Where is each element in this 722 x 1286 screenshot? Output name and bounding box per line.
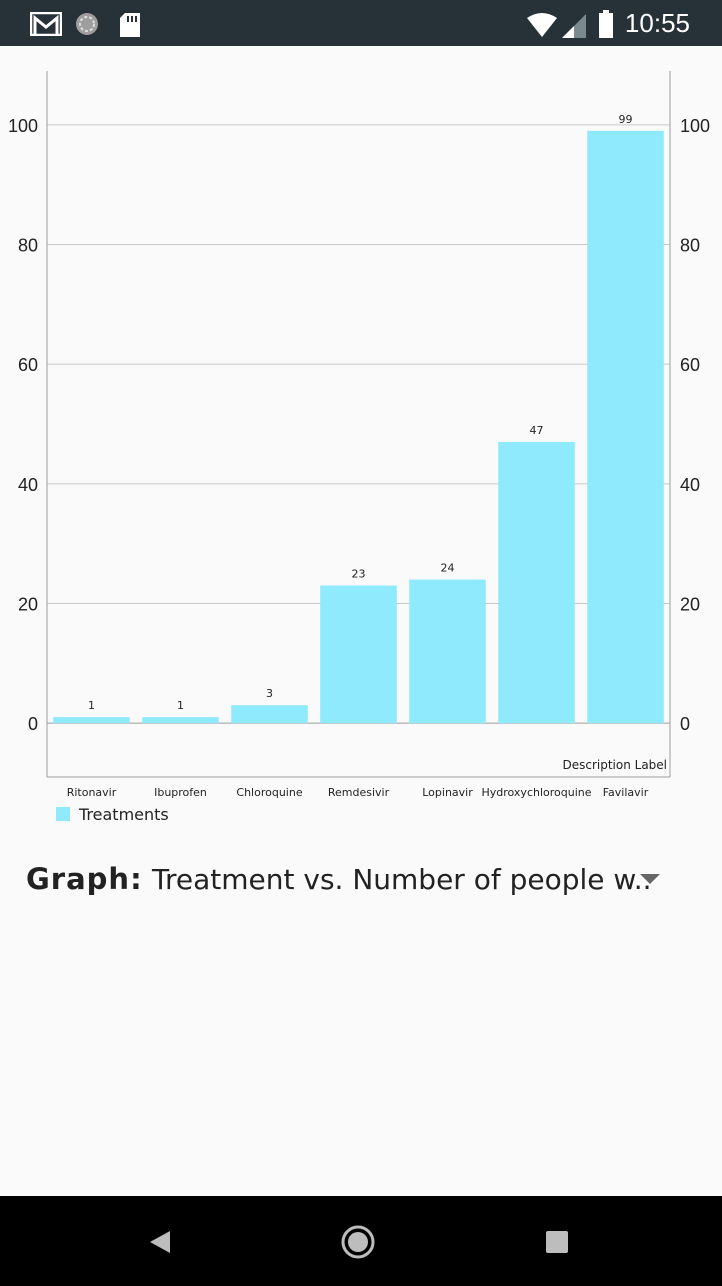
y-tick-label-left: 20 xyxy=(18,594,38,614)
y-tick-label-left: 40 xyxy=(18,475,38,495)
status-time: 10:55 xyxy=(624,8,690,38)
status-bar: 10:55 xyxy=(0,0,722,46)
bar xyxy=(587,130,664,724)
bar-value-label: 1 xyxy=(88,699,95,712)
x-tick-label: Ritonavir xyxy=(67,786,117,799)
bar-value-label: 1 xyxy=(177,699,184,712)
graph-dropdown[interactable]: Treatment vs. Number of people w.. xyxy=(150,856,670,904)
x-tick-label: Favilavir xyxy=(603,786,649,799)
bar xyxy=(498,441,575,724)
sync-icon xyxy=(76,13,98,35)
chart-svg: 0 0 20 20 40 40 60 60 80 80 100 100 1 Ritonavir 1 Ibupr… xyxy=(8,71,710,824)
x-tick-label: Hydroxychloroquine xyxy=(481,786,591,799)
recents-button[interactable] xyxy=(533,1218,581,1266)
legend-label: Treatments xyxy=(78,805,169,824)
home-icon xyxy=(341,1225,375,1259)
battery-icon xyxy=(599,10,613,38)
graph-selector-row: Graph: Treatment vs. Number of people w.… xyxy=(0,856,722,904)
bar xyxy=(142,717,219,724)
graph-dropdown-value: Treatment vs. Number of people w.. xyxy=(152,863,652,896)
y-tick-label-left: 100 xyxy=(8,116,38,136)
bar-value-label: 99 xyxy=(619,113,633,126)
bar xyxy=(53,717,130,724)
dropdown-arrow-icon xyxy=(640,874,660,884)
y-tick-label-left: 60 xyxy=(18,355,38,375)
y-tick-label-right: 0 xyxy=(680,714,690,734)
bar xyxy=(409,579,486,724)
y-tick-label-left: 0 xyxy=(28,714,38,734)
home-button[interactable] xyxy=(334,1218,382,1266)
wifi-icon xyxy=(527,13,557,37)
navigation-bar xyxy=(0,1196,722,1286)
legend-swatch xyxy=(56,807,70,821)
x-tick-label: Remdesivir xyxy=(328,786,390,799)
back-button[interactable] xyxy=(136,1218,184,1266)
y-tick-label-right: 80 xyxy=(680,236,700,256)
recents-icon xyxy=(546,1231,568,1253)
graph-label: Graph: xyxy=(26,862,143,896)
y-tick-label-left: 80 xyxy=(18,236,38,256)
y-tick-label-right: 20 xyxy=(680,594,700,614)
bar xyxy=(320,585,397,724)
bar xyxy=(231,705,308,724)
back-icon xyxy=(150,1231,170,1253)
x-tick-label: Ibuprofen xyxy=(154,786,207,799)
gmail-icon xyxy=(30,12,62,36)
sd-card-icon xyxy=(120,13,140,37)
y-tick-label-right: 40 xyxy=(680,475,700,495)
y-tick-label-right: 100 xyxy=(680,116,710,136)
bar-value-label: 47 xyxy=(530,424,544,437)
x-tick-label: Lopinavir xyxy=(422,786,473,799)
x-tick-label: Chloroquine xyxy=(236,786,302,799)
bar-chart[interactable]: 0 0 20 20 40 40 60 60 80 80 100 100 1 Ritonavir 1 Ibupr… xyxy=(0,46,722,836)
bar-value-label: 24 xyxy=(441,562,455,575)
bar-value-label: 3 xyxy=(266,687,273,700)
cell-signal-icon xyxy=(562,14,586,38)
description-label: Description Label xyxy=(562,758,667,772)
y-tick-label-right: 60 xyxy=(680,355,700,375)
bar-value-label: 23 xyxy=(352,568,366,581)
